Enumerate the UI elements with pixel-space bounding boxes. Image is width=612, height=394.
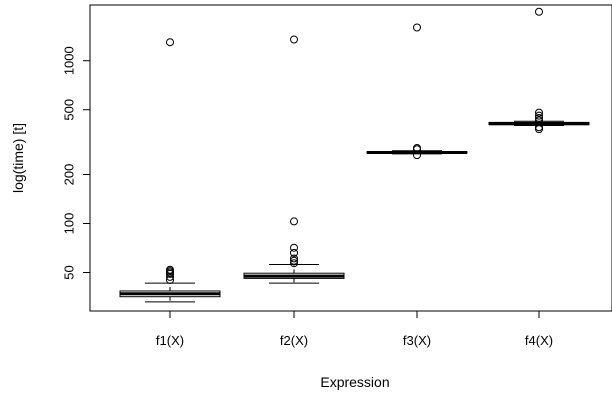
x-axis-label: Expression xyxy=(320,374,389,390)
x-tick-label: f4(X) xyxy=(525,333,553,348)
outlier-point xyxy=(166,38,174,47)
x-axis: f1(X) f2(X) f3(X) f4(X) xyxy=(156,311,553,348)
y-tick-label: 500 xyxy=(61,99,76,121)
outlier-point xyxy=(535,108,543,117)
y-tick-label: 100 xyxy=(61,213,76,235)
outlier-point xyxy=(290,256,298,265)
y-tick-label: 200 xyxy=(61,164,76,186)
x-tick-label: f3(X) xyxy=(403,333,431,348)
outlier-point xyxy=(535,111,543,120)
outlier-point xyxy=(290,259,298,268)
plot-frame xyxy=(89,4,612,312)
outlier-point xyxy=(290,243,298,252)
y-tick-label: 50 xyxy=(61,265,76,279)
box-2 xyxy=(243,35,345,284)
box-1 xyxy=(119,38,221,303)
outlier-point xyxy=(535,116,543,125)
outlier-point xyxy=(413,23,421,32)
outlier-point xyxy=(166,265,174,274)
y-tick-label: 1000 xyxy=(61,46,76,75)
outlier-point xyxy=(290,248,298,257)
outlier-point xyxy=(535,7,543,16)
outlier-point xyxy=(413,143,421,152)
x-tick-label: f1(X) xyxy=(156,333,184,348)
x-tick-label: f2(X) xyxy=(280,333,308,348)
boxes-layer xyxy=(119,7,590,303)
outlier-point xyxy=(290,217,298,226)
outlier-point xyxy=(290,254,298,263)
outlier-point xyxy=(290,35,298,44)
outlier-point xyxy=(535,113,543,122)
y-axis-label: log(time) [t] xyxy=(10,123,26,193)
box-3 xyxy=(366,23,468,160)
box-4 xyxy=(488,7,590,134)
y-axis: 50 100 200 500 1000 xyxy=(61,46,90,280)
